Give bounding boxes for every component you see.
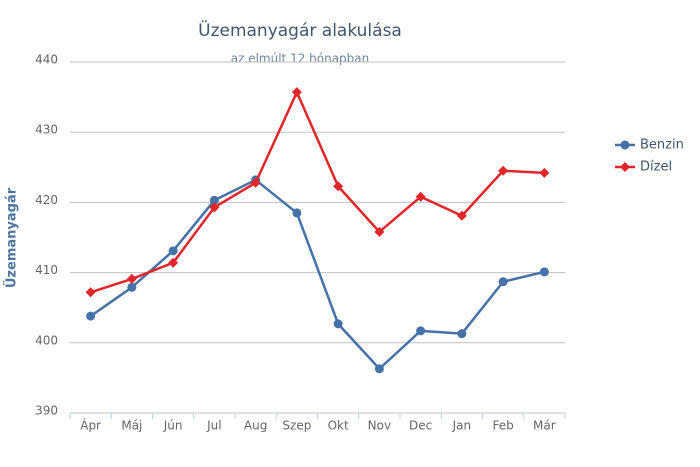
marker (168, 246, 178, 256)
marker (209, 195, 219, 205)
series-line (89, 178, 545, 371)
marker (456, 210, 467, 221)
x-tick-label: Dec (409, 419, 432, 433)
chart-subtitle: az elmúlt 12 hónapban (231, 52, 370, 66)
marker (333, 181, 344, 192)
x-tick-label: Jul (206, 419, 221, 433)
marker (333, 319, 343, 329)
x-tick-label: Aug (244, 419, 267, 433)
y-axis-title: Üzemanyagár (4, 187, 20, 288)
marker (291, 87, 302, 98)
marker (498, 277, 508, 287)
marker (209, 202, 220, 213)
legend-text: Dízel (640, 160, 672, 175)
x-tick-label: Már (533, 419, 556, 433)
marker (86, 311, 96, 321)
x-tick-label: Máj (121, 419, 142, 433)
marker (539, 167, 550, 178)
series-line (90, 90, 545, 294)
marker (415, 191, 426, 202)
y-tick-label: 430 (35, 123, 58, 137)
x-tick-label: Okt (328, 419, 349, 433)
marker (250, 177, 261, 188)
y-tick-label: 410 (35, 263, 58, 277)
marker (168, 257, 179, 268)
marker (126, 273, 137, 284)
marker (539, 267, 549, 277)
marker (374, 226, 385, 237)
y-tick-label: 440 (35, 53, 58, 67)
legend-marker (620, 140, 630, 150)
y-tick-label: 390 (35, 404, 58, 418)
x-tick-label: Jún (163, 419, 183, 433)
marker (85, 287, 96, 298)
marker (416, 326, 426, 336)
legend-text: Benzin (640, 138, 684, 153)
y-tick-label: 420 (35, 193, 58, 207)
x-tick-label: Jan (452, 419, 472, 433)
marker (374, 364, 384, 374)
marker (498, 165, 509, 176)
chart-title: Üzemanyagár alakulása (198, 19, 402, 41)
marker (292, 208, 302, 218)
legend-marker (620, 162, 630, 172)
x-tick-label: Szep (282, 419, 311, 433)
y-tick-label: 400 (35, 333, 58, 347)
marker (127, 282, 137, 292)
marker (457, 329, 467, 339)
x-tick-label: Nov (368, 419, 391, 433)
x-tick-label: Ápr (80, 418, 101, 433)
x-tick-label: Feb (493, 419, 514, 433)
